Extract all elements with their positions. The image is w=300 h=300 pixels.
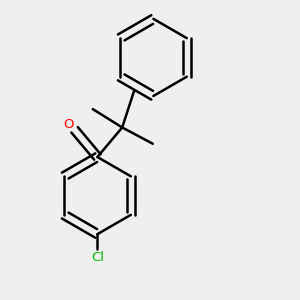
Text: O: O	[63, 118, 74, 131]
Text: Cl: Cl	[91, 251, 104, 265]
